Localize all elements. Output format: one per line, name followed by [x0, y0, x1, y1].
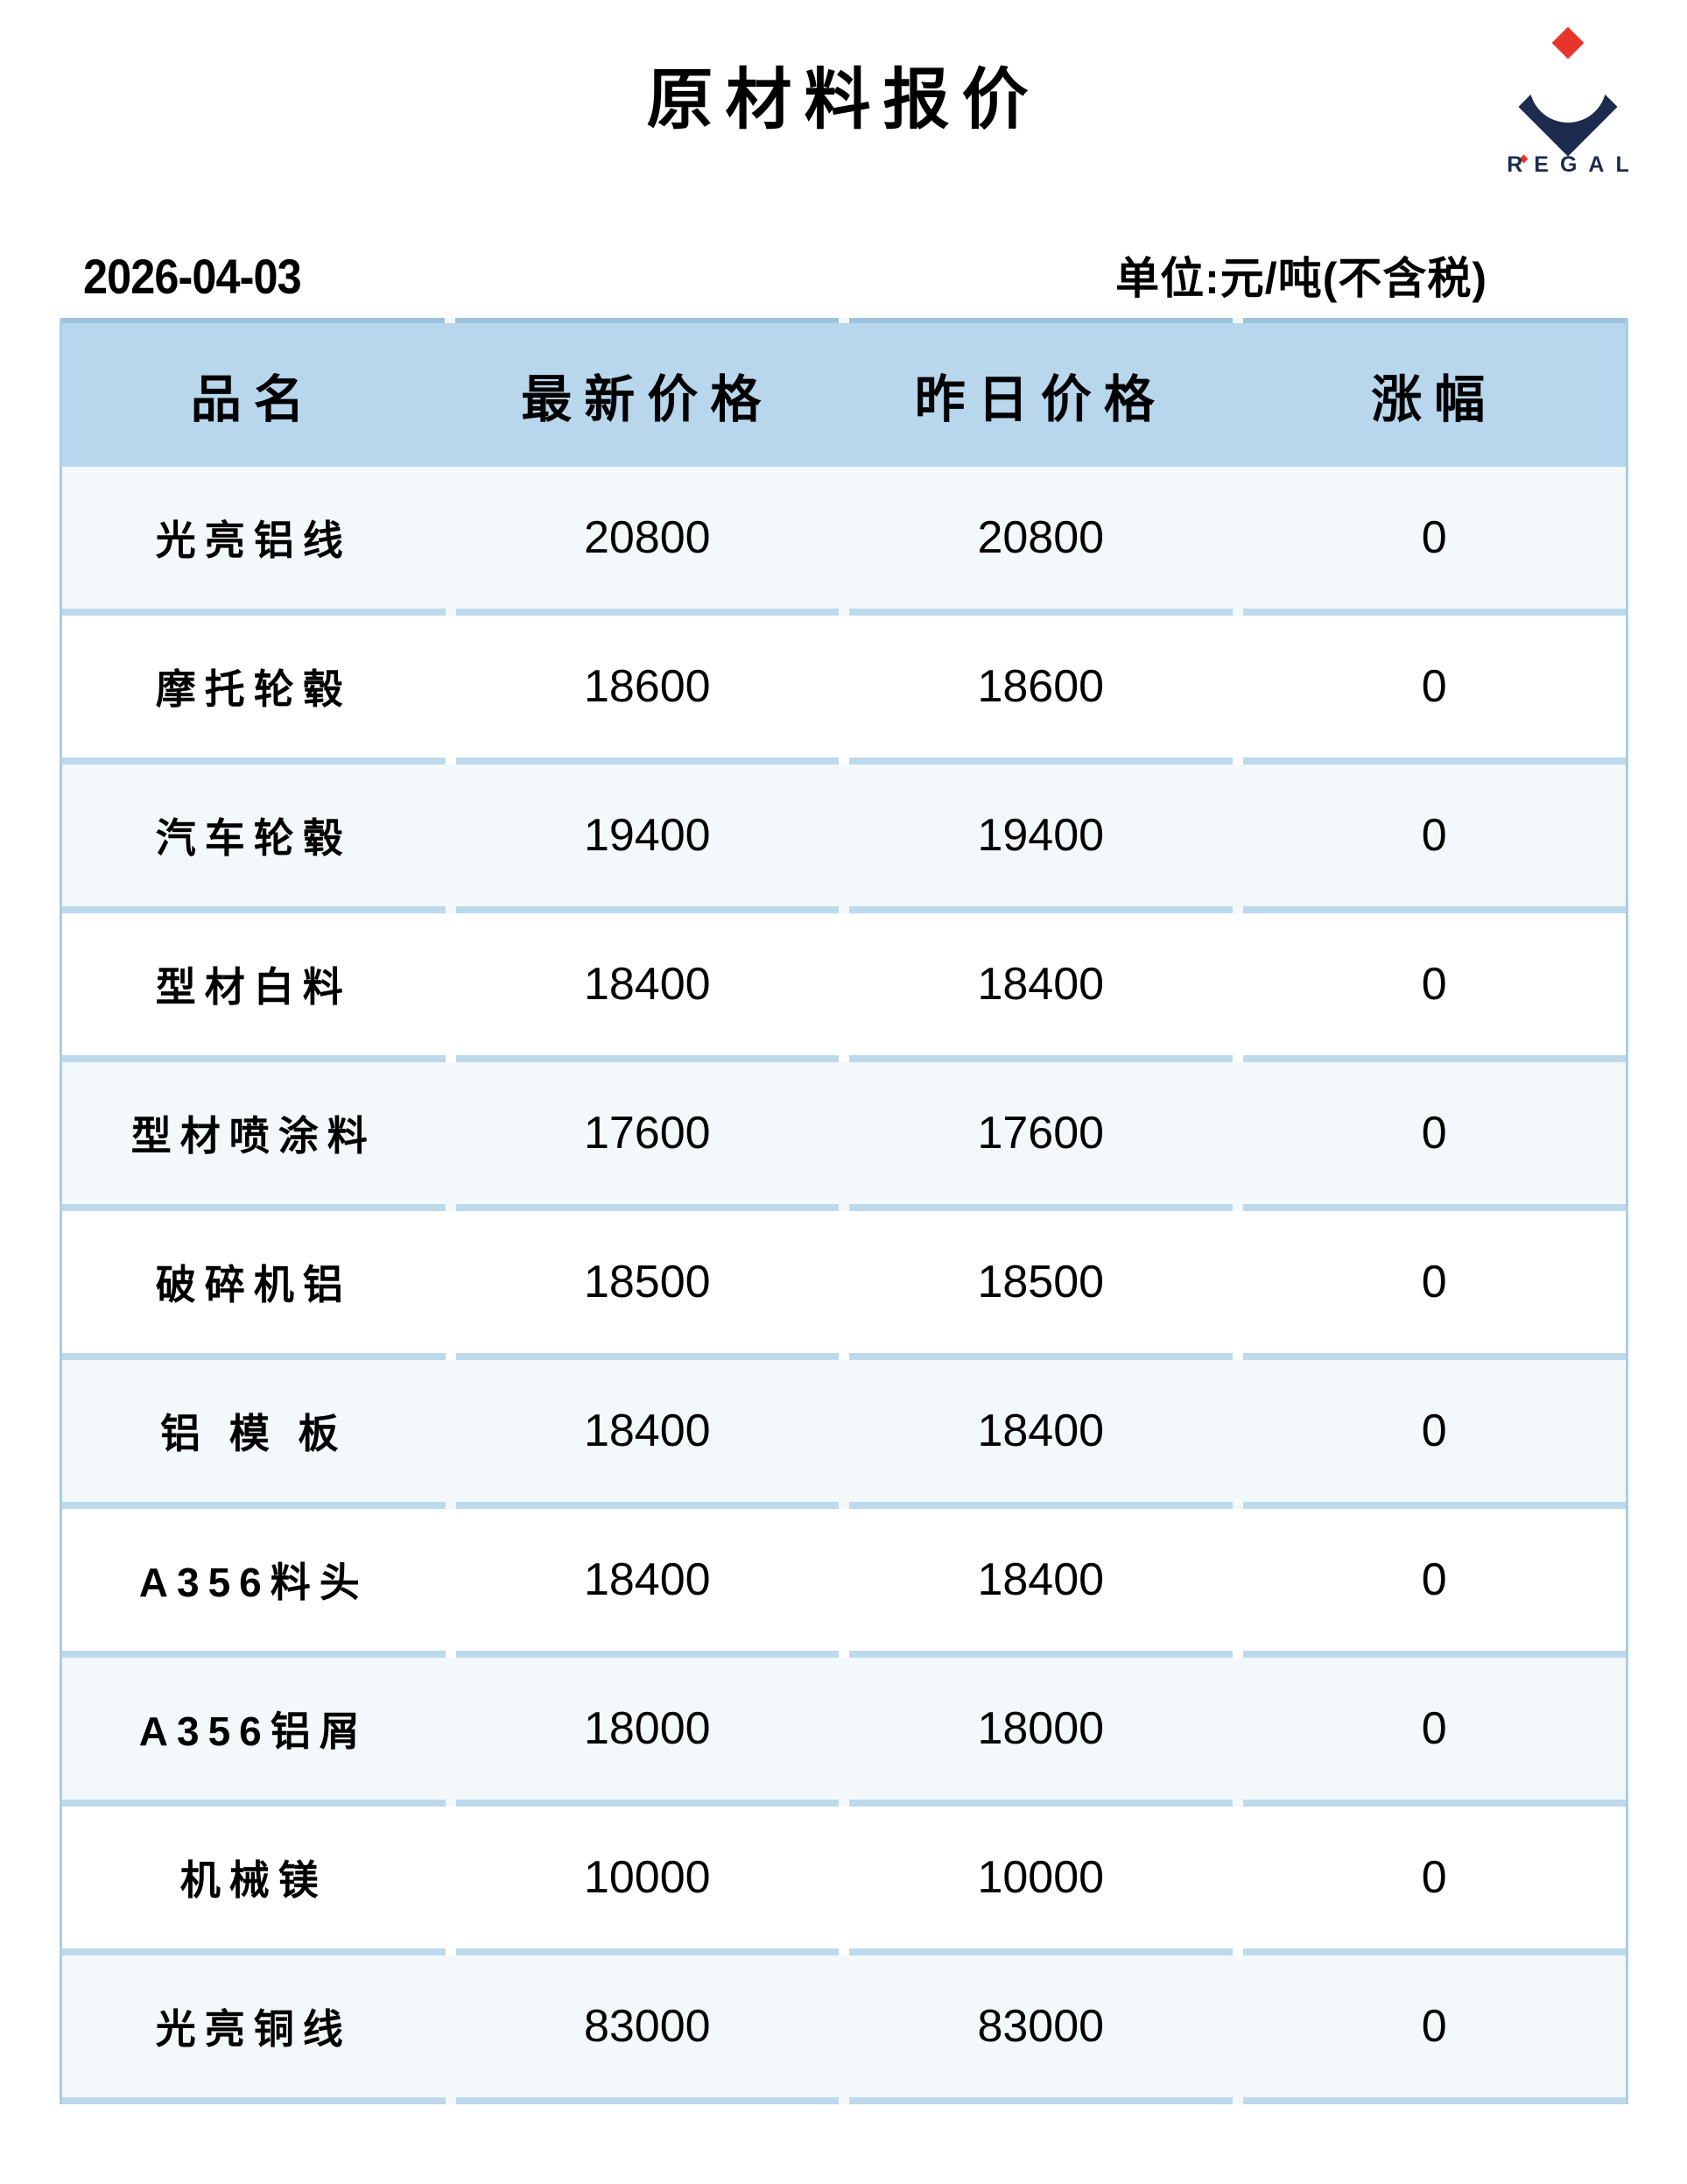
- yesterday-price-cell: 83000: [849, 1955, 1233, 2104]
- table-row: 汽车轮毂 19400 19400 0: [62, 764, 1626, 913]
- latest-price-cell: 17600: [455, 1062, 839, 1211]
- latest-price-cell: 18400: [455, 1509, 839, 1658]
- product-name-cell: A356铝屑: [62, 1658, 446, 1807]
- yesterday-price-cell: 18000: [849, 1658, 1233, 1807]
- column-header-product: 品名: [190, 371, 317, 428]
- table-row: 光亮铝线 20800 20800 0: [62, 467, 1626, 616]
- table-row: 机械镁 10000 10000 0: [62, 1807, 1626, 1955]
- table-row: 型材喷涂料 17600 17600 0: [62, 1062, 1626, 1211]
- page-title: 原材料报价: [646, 60, 1041, 138]
- change-cell: 0: [1242, 616, 1626, 764]
- table-row: A356料头 18400 18400 0: [62, 1509, 1626, 1658]
- yesterday-price-cell: 20800: [849, 467, 1233, 616]
- table-row: 铝 模 板 18400 18400 0: [62, 1360, 1626, 1509]
- change-cell: 0: [1242, 467, 1626, 616]
- unit-label: 单位:元/吨(不含税): [1115, 254, 1487, 303]
- table-row: 型材白料 18400 18400 0: [62, 913, 1626, 1062]
- price-table-body: 光亮铝线 20800 20800 0 摩托轮毂 18600 18600 0 汽车…: [62, 467, 1626, 2104]
- column-header-change: 涨幅: [1371, 371, 1498, 428]
- latest-price-cell: 83000: [455, 1955, 839, 2104]
- product-name-cell: 光亮铝线: [62, 467, 446, 616]
- product-name-cell: 破碎机铝: [62, 1211, 446, 1360]
- change-cell: 0: [1242, 1509, 1626, 1658]
- table-row: A356铝屑 18000 18000 0: [62, 1658, 1626, 1807]
- column-header-latest-price: 最新价格: [521, 371, 774, 428]
- product-name-cell: 汽车轮毂: [62, 764, 446, 913]
- table-row: 破碎机铝 18500 18500 0: [62, 1211, 1626, 1360]
- product-name-cell: A356料头: [62, 1509, 446, 1658]
- price-table: 品名 最新价格 昨日价格 涨幅 光亮铝线 20800 20800 0 摩托轮毂 …: [60, 318, 1628, 2104]
- meta-line: 2026-04-03 单位:元/吨(不含税): [83, 243, 1487, 306]
- table-row: 光亮铜线 83000 83000 0: [62, 1955, 1626, 2104]
- header-top-notch: [839, 318, 849, 323]
- product-name-cell: 型材喷涂料: [62, 1062, 446, 1211]
- yesterday-price-cell: 18400: [849, 1360, 1233, 1509]
- latest-price-cell: 10000: [455, 1807, 839, 1955]
- column-header-yesterday-price: 昨日价格: [914, 371, 1167, 428]
- product-name-cell: 型材白料: [62, 913, 446, 1062]
- yesterday-price-cell: 18400: [849, 913, 1233, 1062]
- yesterday-price-cell: 19400: [849, 764, 1233, 913]
- yesterday-price-cell: 17600: [849, 1062, 1233, 1211]
- product-name-cell: 光亮铜线: [62, 1955, 446, 2104]
- yesterday-price-cell: 18600: [849, 616, 1233, 764]
- logo-brand-text: REGAL: [1507, 152, 1641, 177]
- yesterday-price-cell: 18400: [849, 1509, 1233, 1658]
- latest-price-cell: 18000: [455, 1658, 839, 1807]
- change-cell: 0: [1242, 764, 1626, 913]
- latest-price-cell: 18600: [455, 616, 839, 764]
- change-cell: 0: [1242, 913, 1626, 1062]
- change-cell: 0: [1242, 1062, 1626, 1211]
- change-cell: 0: [1242, 1211, 1626, 1360]
- product-name-cell: 铝 模 板: [62, 1360, 446, 1509]
- change-cell: 0: [1242, 1807, 1626, 1955]
- yesterday-price-cell: 18500: [849, 1211, 1233, 1360]
- table-row: 摩托轮毂 18600 18600 0: [62, 616, 1626, 764]
- price-table-header: 品名 最新价格 昨日价格 涨幅: [62, 318, 1626, 467]
- latest-price-cell: 19400: [455, 764, 839, 913]
- product-name-cell: 摩托轮毂: [62, 616, 446, 764]
- change-cell: 0: [1242, 1955, 1626, 2104]
- date-label: 2026-04-03: [83, 249, 302, 304]
- yesterday-price-cell: 10000: [849, 1807, 1233, 1955]
- change-cell: 0: [1242, 1658, 1626, 1807]
- logo: REGAL: [1472, 19, 1664, 179]
- change-cell: 0: [1242, 1360, 1626, 1509]
- latest-price-cell: 18400: [455, 1360, 839, 1509]
- product-name-cell: 机械镁: [62, 1807, 446, 1955]
- latest-price-cell: 18500: [455, 1211, 839, 1360]
- header-top-notch: [1233, 318, 1244, 323]
- latest-price-cell: 18400: [455, 913, 839, 1062]
- latest-price-cell: 20800: [455, 467, 839, 616]
- header-top-notch: [444, 318, 455, 323]
